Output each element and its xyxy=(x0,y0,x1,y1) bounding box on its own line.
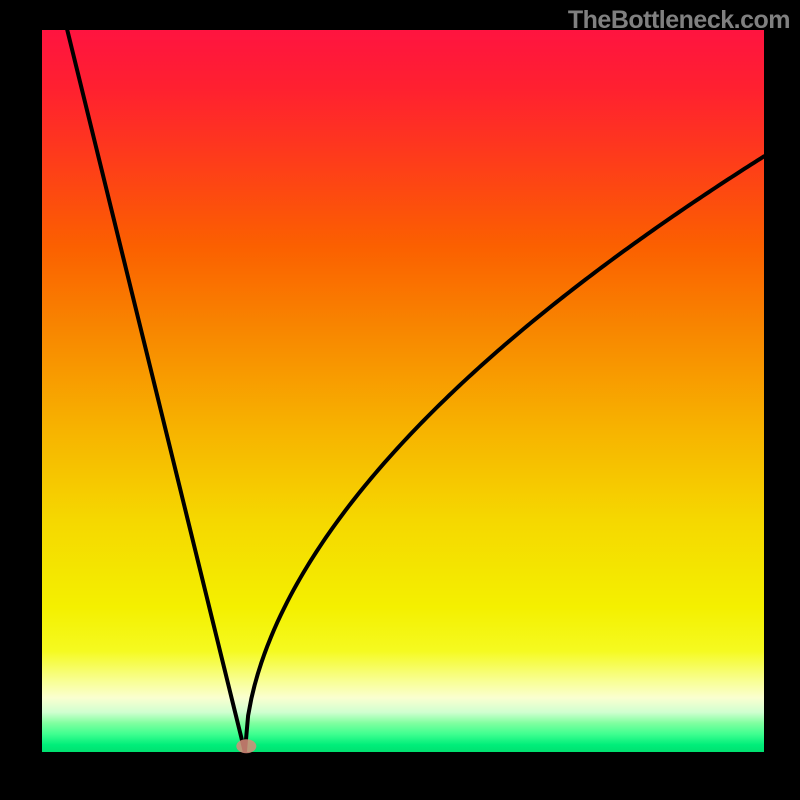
bottleneck-plot xyxy=(0,0,800,800)
plot-background xyxy=(42,30,764,752)
watermark-text: TheBottleneck.com xyxy=(568,6,790,35)
figure-root: TheBottleneck.com xyxy=(0,0,800,800)
minimum-marker xyxy=(236,739,256,753)
